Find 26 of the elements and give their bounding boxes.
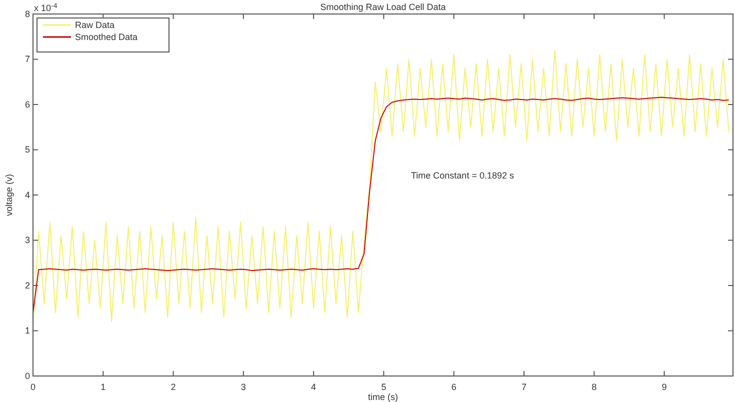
y-tick-label: 8	[24, 8, 30, 19]
x-tick-label: 1	[100, 382, 106, 392]
text: x 10$^{-4}$	[34, 2, 58, 13]
y-tick-label: 0	[24, 370, 30, 381]
y-tick-label: 3	[24, 235, 30, 246]
y-tick-label: 6	[24, 99, 30, 110]
x-tick-label: 9	[662, 382, 667, 392]
x-tick-label: 7	[521, 382, 526, 392]
y-tick-label: 4	[24, 190, 30, 200]
legend-label: Raw Data	[75, 20, 115, 30]
y-tick-label: 2	[24, 280, 30, 290]
x-axis-title: time (s)	[368, 392, 398, 402]
legend-label: Smoothed Data	[75, 32, 138, 42]
x-tick-label: 6	[451, 382, 456, 392]
x-tick-label: 3	[240, 382, 246, 392]
chart-title: Smoothing Raw Load Cell Data	[320, 2, 446, 12]
x-tick-label: 4	[311, 382, 316, 392]
x-tick-label: 5	[381, 382, 386, 392]
y-tick-label: 7	[24, 54, 30, 64]
y-axis-title: voltage (v)	[4, 174, 14, 216]
x-tick-label: 8	[592, 382, 597, 392]
line-series	[32, 96, 730, 314]
annotation: Time Constant = 0.1892 s	[411, 170, 514, 181]
y-tick-label: 1	[24, 326, 30, 336]
y-tick-label: 5	[24, 144, 30, 155]
x-tick-label: 2	[170, 382, 176, 392]
